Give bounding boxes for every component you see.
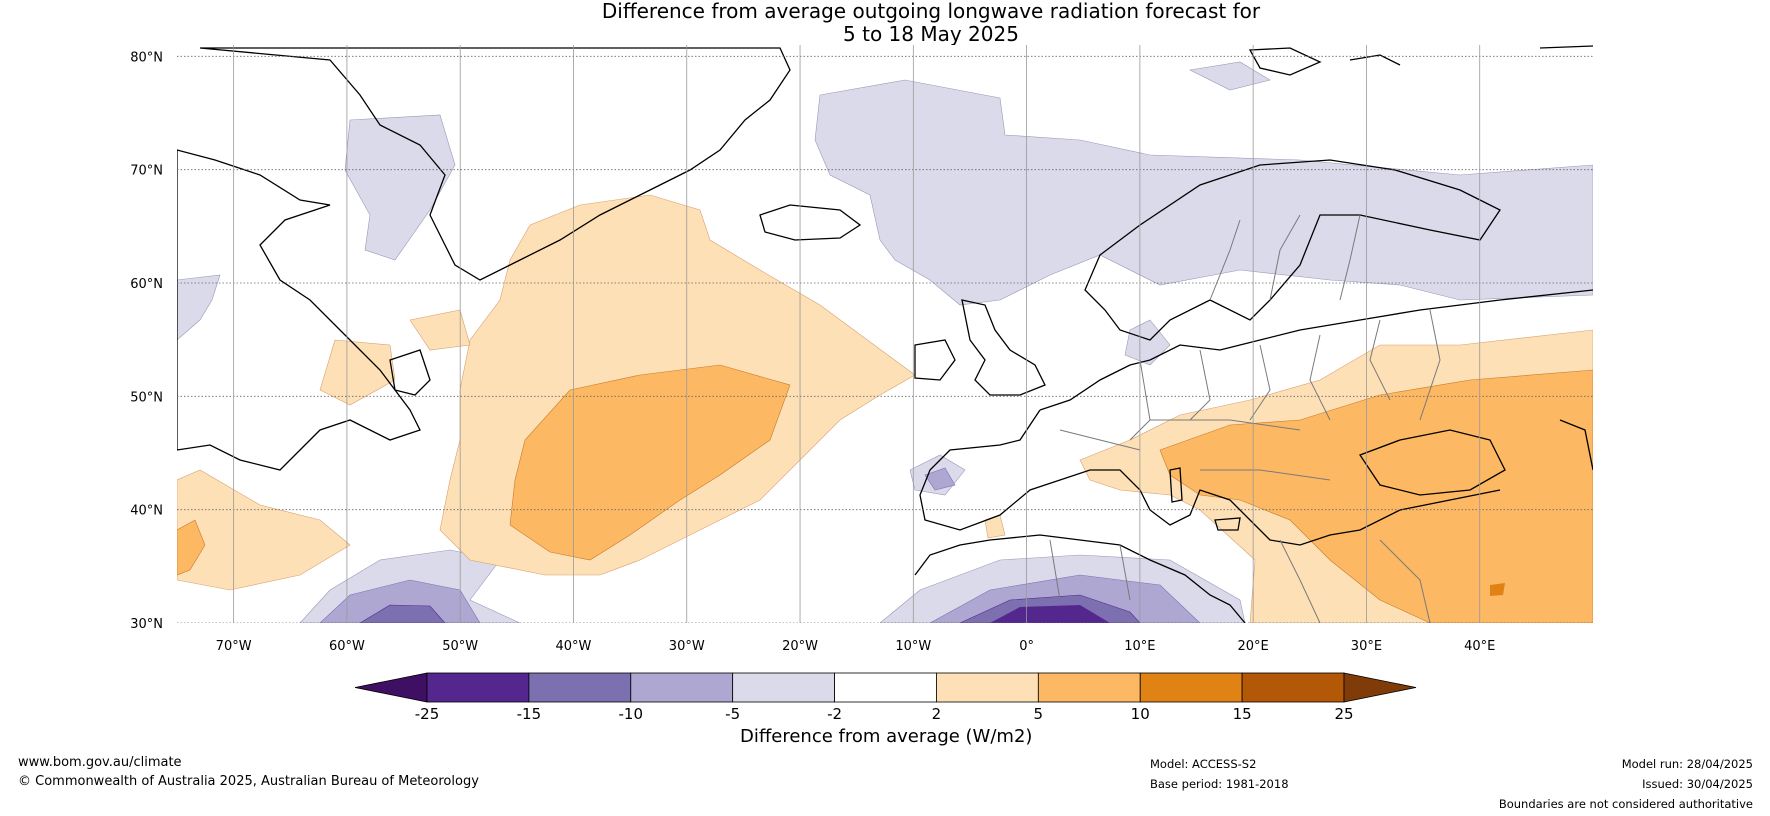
- colorbar-bin: [1139, 672, 1243, 703]
- greenland-coast: [199, 47, 791, 281]
- scandinavia-coast: [1084, 159, 1501, 341]
- anomaly-fill-negative-very-strong: [990, 605, 1110, 623]
- latitude-label: 40°N: [130, 504, 163, 519]
- anomaly-fill-positive-strong: [1490, 583, 1505, 596]
- longitude-label: 20°W: [782, 639, 818, 654]
- longitude-label: 20°E: [1238, 639, 1269, 654]
- longitude-label: 50°W: [442, 639, 478, 654]
- latitude-label: 80°N: [130, 50, 163, 65]
- colorbar-bin: [1241, 672, 1345, 703]
- title-line-2: 5 to 18 May 2025: [843, 22, 1019, 46]
- latitude-labels: 30°N 40°N 50°N 60°N 70°N 80°N: [130, 50, 163, 632]
- map-title: Difference from average outgoing longwav…: [0, 0, 1770, 46]
- colorbar-tick-label: -10: [619, 705, 644, 723]
- colorbar-tick-label: 10: [1131, 705, 1150, 723]
- anomaly-fill-positive-mid: [177, 364, 1593, 623]
- mediterranean-islands: [1169, 467, 1241, 531]
- issued-date: Issued: 30/04/2025: [1642, 777, 1753, 791]
- colorbar-bin: [528, 672, 632, 703]
- colorbar-extend-low: [354, 672, 428, 703]
- colorbar-bin: [426, 672, 530, 703]
- longitude-label: 60°W: [329, 639, 365, 654]
- graticule: [177, 45, 1593, 623]
- base-period: Base period: 1981-2018: [1150, 777, 1289, 791]
- title-line-1: Difference from average outgoing longwav…: [601, 0, 1261, 23]
- colorbar-tick-label: 5: [1034, 705, 1044, 723]
- colorbar-tick-label: 25: [1334, 705, 1353, 723]
- colorbar-tick-labels: -25 -15 -10 -5 -2 2 5 10 15 25: [415, 705, 1354, 723]
- longitude-label: 0°: [1019, 639, 1034, 654]
- longitude-label: 10°E: [1124, 639, 1155, 654]
- arctic-islands: [1349, 45, 1593, 66]
- country-borders: [1049, 214, 1441, 623]
- boundaries-disclaimer: Boundaries are not considered authoritat…: [1498, 797, 1753, 811]
- colorbar-bin: [630, 672, 734, 703]
- great-britain-coast: [961, 299, 1046, 396]
- model-run-date: Model run: 28/04/2025: [1621, 757, 1753, 771]
- longitude-label: 40°W: [556, 639, 592, 654]
- iceland-coast: [759, 204, 862, 241]
- colorbar-extend-high: [1343, 672, 1417, 703]
- latitude-label: 50°N: [130, 390, 163, 405]
- latitude-label: 70°N: [130, 164, 163, 179]
- svalbard-coast: [1248, 47, 1322, 76]
- colorbar: [354, 672, 1417, 703]
- colorbar-bin: [936, 672, 1039, 703]
- latitude-label: 60°N: [130, 277, 163, 292]
- caspian-coast: [1559, 419, 1593, 471]
- colorbar-bin: [834, 672, 937, 703]
- newfoundland-coast: [389, 349, 431, 396]
- colorbar-tick-label: 15: [1233, 705, 1252, 723]
- black-sea-coast: [1359, 429, 1506, 496]
- colorbar-tick-label: -25: [415, 705, 440, 723]
- longitude-label: 30°W: [669, 639, 705, 654]
- model-name: Model: ACCESS-S2: [1150, 757, 1257, 771]
- latitude-label: 30°N: [130, 617, 163, 632]
- north-africa-coast: [914, 534, 1246, 623]
- colorbar-tick-label: -5: [725, 705, 740, 723]
- longitude-label: 30°E: [1351, 639, 1382, 654]
- colorbar-tick-label: -15: [517, 705, 542, 723]
- longitude-label: 10°W: [895, 639, 931, 654]
- longitude-labels: 70°W 60°W 50°W 40°W 30°W 20°W 10°W 0° 10°E 20°E 30…: [216, 639, 1496, 654]
- colorbar-tick-label: 2: [932, 705, 942, 723]
- colorbar-tick-label: -2: [827, 705, 842, 723]
- colorbar-label: Difference from average (W/m2): [740, 726, 1033, 747]
- colorbar-bin: [732, 672, 835, 703]
- map-frame: [177, 45, 1593, 623]
- bom-url[interactable]: www.bom.gov.au/climate: [18, 755, 182, 770]
- coastlines: [177, 45, 1593, 623]
- copyright-notice: © Commonwealth of Australia 2025, Austra…: [18, 774, 479, 789]
- longitude-label: 40°E: [1464, 639, 1495, 654]
- ireland-coast: [914, 339, 956, 381]
- colorbar-bin: [1037, 672, 1141, 703]
- longitude-label: 70°W: [216, 639, 252, 654]
